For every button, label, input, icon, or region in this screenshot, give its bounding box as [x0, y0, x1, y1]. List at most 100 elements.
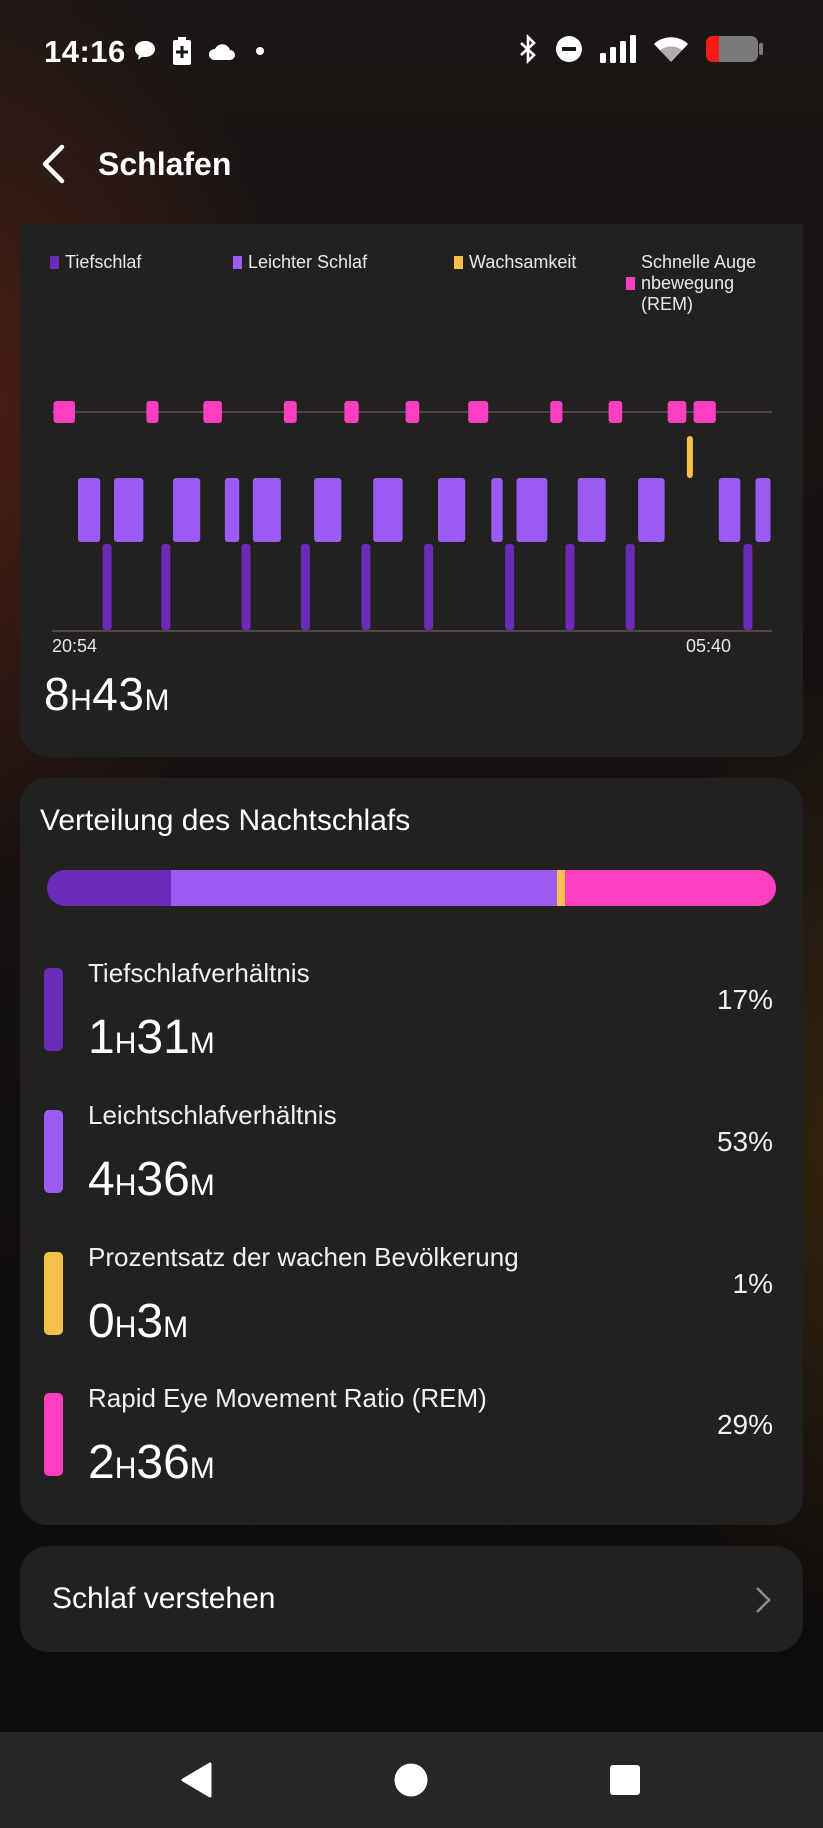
- distribution-bar: [47, 870, 776, 906]
- legend-item-awake: Wachsamkeit: [454, 252, 576, 273]
- segment-deep: [424, 544, 434, 630]
- stat-hours-unit: H: [114, 1452, 137, 1485]
- segment-awake: [686, 436, 693, 478]
- stat-minutes: 3: [136, 1295, 164, 1348]
- segment-light: [114, 478, 144, 542]
- stat-row-awake: Prozentsatz der wachen Bevölkerung 0H3M …: [20, 1242, 803, 1362]
- legend-item-rem: Schnelle Auge nbewegung (REM): [626, 252, 756, 315]
- stat-minutes-unit: M: [189, 1452, 215, 1485]
- total-hours-unit: H: [70, 684, 93, 717]
- total-hours: 8: [44, 668, 71, 720]
- back-arrow-icon: [42, 144, 65, 184]
- segment-rem: [344, 401, 359, 423]
- stat-percent: 17%: [716, 984, 773, 1015]
- segment-rem: [667, 401, 687, 423]
- stat-accent: [44, 968, 63, 1051]
- segment-light: [638, 478, 665, 542]
- bluetooth-icon: [517, 33, 539, 69]
- segment-deep: [565, 544, 575, 630]
- distribution-segment-light: [170, 870, 558, 906]
- stat-minutes: 31: [136, 1011, 190, 1064]
- back-button[interactable]: [36, 142, 76, 186]
- segment-deep: [300, 544, 310, 630]
- segment-light: [173, 478, 201, 542]
- chevron-right-icon: [756, 1587, 771, 1613]
- back-triangle-icon: [181, 1762, 212, 1798]
- total-minutes: 43: [92, 668, 145, 720]
- system-nav-bar: [0, 1732, 823, 1828]
- segment-rem: [203, 401, 222, 423]
- distribution-card: Verteilung des Nachtschlafs Tiefschlafve…: [20, 778, 803, 1525]
- nav-home-button[interactable]: [371, 1732, 451, 1828]
- segment-light: [577, 478, 606, 542]
- start-time-label: 20:54: [52, 636, 98, 656]
- total-sleep-duration: 8H43M: [44, 667, 170, 721]
- status-time: 14:16: [44, 34, 126, 69]
- hypnogram-chart: [52, 401, 772, 632]
- end-time-label: 05:40: [686, 636, 732, 656]
- stat-hours: 2: [88, 1436, 115, 1489]
- status-bar: 14:16: [0, 0, 823, 106]
- stat-row-rem: Rapid Eye Movement Ratio (REM) 2H36M 29%: [20, 1383, 803, 1503]
- recents-square-icon: [610, 1765, 640, 1795]
- segment-light: [438, 478, 466, 542]
- segment-rem: [550, 401, 563, 423]
- wifi-icon: [653, 34, 689, 69]
- chat-bubble-icon: [132, 38, 158, 69]
- nav-back-button[interactable]: [156, 1732, 236, 1828]
- understand-sleep-button[interactable]: Schlaf verstehen: [20, 1546, 803, 1652]
- stat-label: Leichtschlafverhältnis: [88, 1100, 337, 1130]
- segment-deep: [361, 544, 371, 630]
- stat-accent: [44, 1252, 63, 1335]
- stat-accent: [44, 1110, 63, 1193]
- segment-light: [252, 478, 281, 542]
- stat-label: Rapid Eye Movement Ratio (REM): [88, 1383, 487, 1413]
- stat-minutes: 36: [136, 1436, 190, 1489]
- stat-percent: 1%: [732, 1268, 773, 1299]
- legend-label: Leichter Schlaf: [248, 252, 368, 272]
- stat-hours: 4: [88, 1153, 115, 1206]
- nav-recents-button[interactable]: [585, 1732, 665, 1828]
- stat-hours-unit: H: [114, 1169, 137, 1202]
- legend-label-line3: (REM): [641, 294, 693, 314]
- stat-value: 2H36M: [88, 1435, 215, 1490]
- stat-value: 0H3M: [88, 1294, 188, 1349]
- stat-minutes: 36: [136, 1153, 190, 1206]
- segment-light: [755, 478, 771, 542]
- legend-item-deep: Tiefschlaf: [50, 252, 141, 273]
- page-title: Schlafen: [98, 146, 232, 182]
- total-minutes-unit: M: [144, 684, 170, 717]
- segment-light: [718, 478, 741, 542]
- stat-row-light: Leichtschlafverhältnis 4H36M 53%: [20, 1100, 803, 1220]
- cloud-icon: [206, 40, 236, 67]
- legend-label: Tiefschlaf: [65, 252, 142, 272]
- segment-light: [491, 478, 503, 542]
- status-right-icons: [517, 33, 765, 69]
- segment-rem: [53, 401, 75, 423]
- segment-deep: [625, 544, 635, 630]
- segment-rem: [468, 401, 489, 423]
- legend-label: Wachsamkeit: [469, 252, 577, 272]
- stat-accent: [44, 1393, 63, 1476]
- stat-minutes-unit: M: [189, 1169, 215, 1202]
- distribution-segment-rem: [564, 870, 776, 906]
- legend-swatch: [50, 256, 59, 269]
- segment-deep: [743, 544, 753, 630]
- segment-deep: [161, 544, 171, 630]
- legend-item-light: Leichter Schlaf: [233, 252, 367, 273]
- stat-minutes-unit: M: [163, 1311, 189, 1344]
- segment-rem: [146, 401, 159, 423]
- segment-rem: [693, 401, 716, 423]
- distribution-title: Verteilung des Nachtschlafs: [40, 804, 411, 837]
- battery-icon: [705, 34, 765, 69]
- stat-hours: 0: [88, 1295, 115, 1348]
- segment-light: [373, 478, 403, 542]
- stat-value: 4H36M: [88, 1152, 215, 1207]
- segment-light: [224, 478, 240, 542]
- segment-light: [78, 478, 101, 542]
- stat-label: Prozentsatz der wachen Bevölkerung: [88, 1242, 519, 1272]
- legend-label-line1: Schnelle Auge: [641, 252, 757, 272]
- stat-label: Tiefschlafverhältnis: [88, 958, 310, 988]
- distribution-segment-deep: [47, 870, 171, 906]
- segment-rem: [405, 401, 420, 423]
